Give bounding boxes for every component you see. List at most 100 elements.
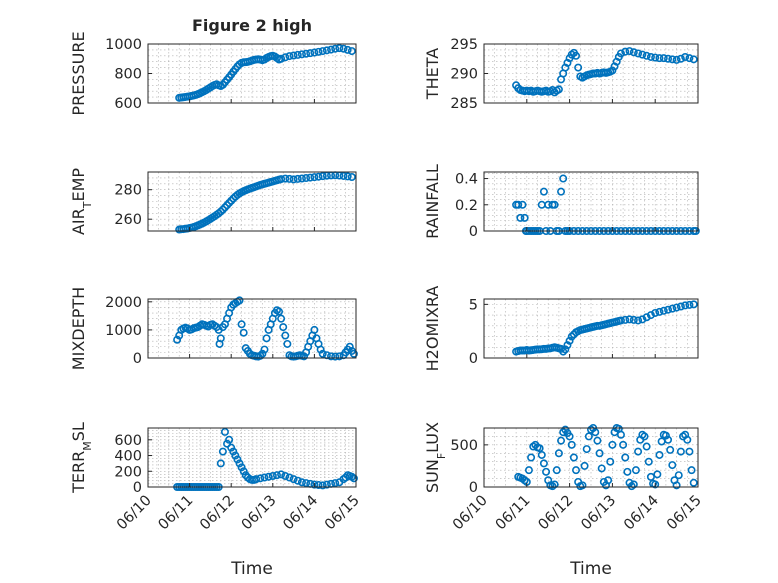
data-point [685,300,694,309]
data-point [318,47,327,56]
data-point [289,51,298,60]
y-axis-label: TERRMSL [69,422,94,494]
y-tick-label: 0 [469,480,478,496]
data-point [537,450,546,459]
data-point [231,451,240,460]
x-axis-label: Time [569,559,612,579]
data-series [512,47,698,97]
data-point [285,174,294,183]
data-point [572,466,581,475]
data-point [281,471,290,480]
data-point [235,296,244,305]
data-point [293,174,302,183]
data-point [655,450,664,459]
data-point [322,480,331,489]
data-point [339,44,348,53]
data-point [557,436,566,445]
y-axis-label: RAINFALL [423,164,442,239]
data-point [347,47,356,56]
data-point [655,54,664,63]
data-point [572,51,581,60]
data-point [664,305,673,314]
data-point [567,440,576,449]
y-tick-label: 400 [114,449,142,465]
data-point [569,453,578,462]
y-tick-label: 0 [133,351,142,367]
data-point [220,427,229,436]
grid [484,299,698,359]
data-point [306,173,315,182]
data-point [331,479,340,488]
data-point [527,453,536,462]
data-point [268,471,277,480]
data-point [681,52,690,61]
data-point [235,459,244,468]
data-point [318,481,327,490]
data-point [233,455,242,464]
data-series [175,171,356,234]
subplot-2: 285 290 295 THETA [423,37,699,112]
data-point [285,52,294,61]
data-point [281,53,290,62]
data-point [593,436,602,445]
y-tick-label: 600 [114,96,142,112]
data-point [574,63,583,72]
data-point [524,466,533,475]
data-point [339,171,348,180]
data-point [672,481,681,490]
data-point [256,474,265,483]
y-tick-label: 1000 [105,323,142,339]
axes-frame [147,427,357,488]
data-point [520,213,529,222]
data-point [578,481,587,490]
data-point [689,478,698,487]
data-point [655,307,664,316]
data-point [676,54,685,63]
data-point [227,196,236,205]
data-point [347,173,356,182]
data-point [220,203,229,212]
data-point [664,435,673,444]
y-tick-label: 0 [133,480,142,496]
data-point [237,320,246,329]
y-tick-label: 295 [450,37,478,53]
data-point [552,466,561,475]
grid [148,43,356,104]
axes-frame [483,298,699,359]
data-point [629,480,638,489]
data-point [559,347,568,356]
y-axis-label: THETA [423,48,442,100]
axes-frame [483,171,699,232]
data-point [335,44,344,53]
data-point [689,300,698,309]
y-tick-label: 1000 [105,37,142,53]
data-point [676,447,685,456]
data-point [277,470,286,479]
y-tick-label: 280 [114,183,142,199]
data-point [306,49,315,58]
data-point [664,54,673,63]
data-point [672,303,681,312]
data-point [668,304,677,313]
data-point [621,47,630,56]
data-point [668,55,677,64]
data-point [616,49,625,58]
data-point [651,308,660,317]
data-point [173,335,182,344]
data-point [279,323,288,332]
data-point [335,352,344,361]
data-point [225,198,234,207]
data-point [314,481,323,490]
data-point [310,325,319,334]
data-point [557,187,566,196]
data-point [216,334,225,343]
data-point [318,172,327,181]
data-point [642,442,651,451]
subplot-6: 0 5 H2OMIXRA [423,286,699,371]
data-point [343,45,352,54]
data-point [554,449,563,458]
data-point [218,447,227,456]
data-point [685,447,694,456]
data-point [595,449,604,458]
data-point [293,50,302,59]
